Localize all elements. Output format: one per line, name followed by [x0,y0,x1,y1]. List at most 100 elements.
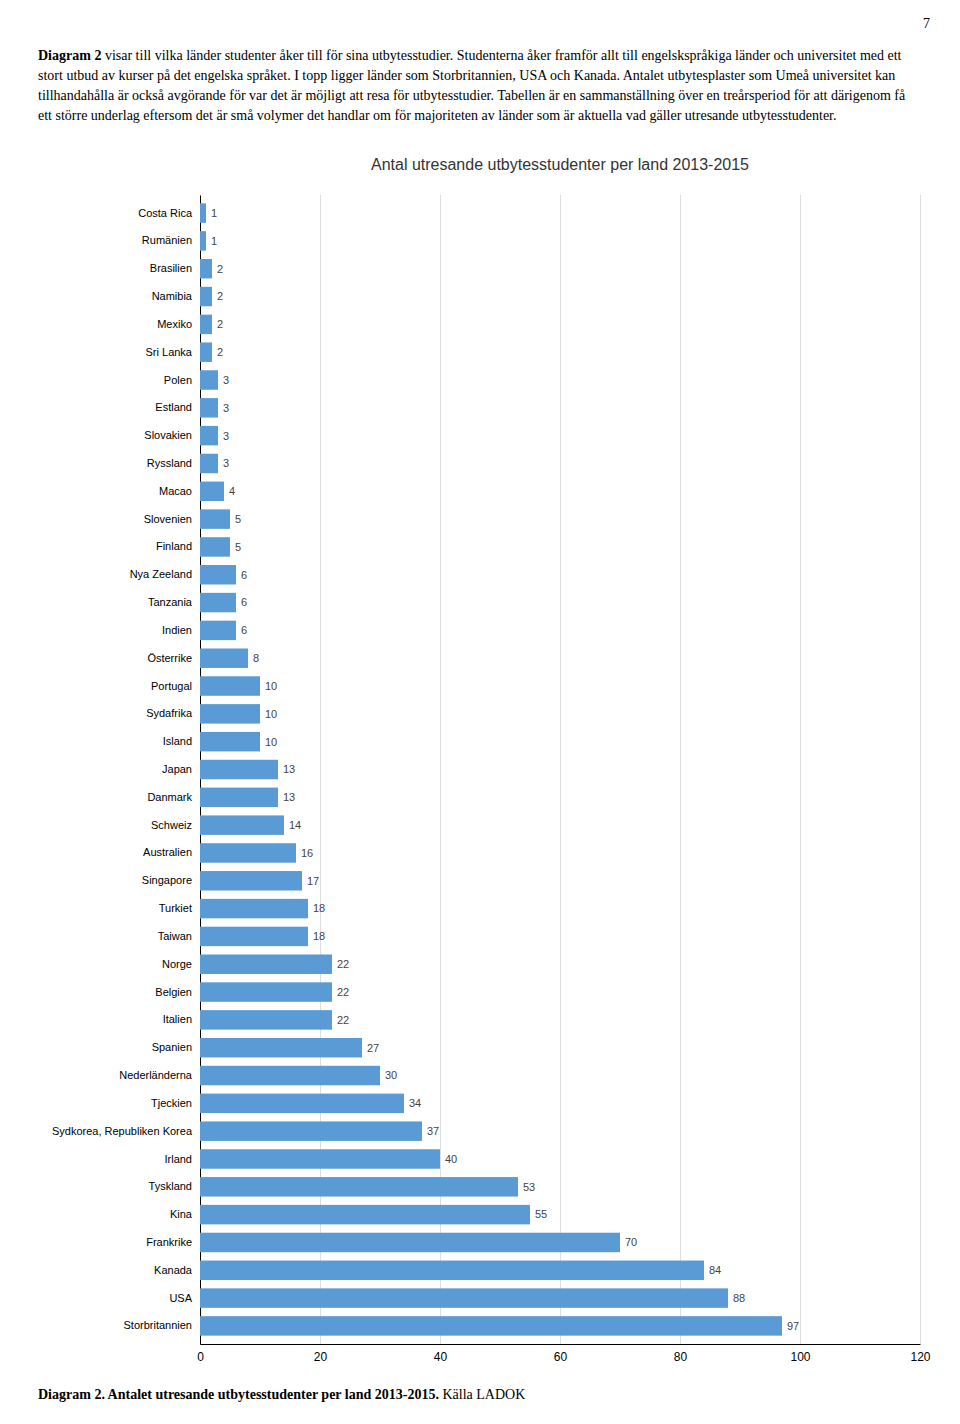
bar [200,231,206,250]
y-tick-label: Mexiko [157,318,192,330]
y-tick-label: Slovakien [144,429,192,441]
y-tick: Ryssland [147,457,200,469]
data-label: 2 [217,318,223,330]
data-label: 14 [289,819,301,831]
bar [200,537,230,556]
y-axis: Costa RicaRumänienBrasilienNamibiaMexiko… [52,196,201,1345]
y-tick-label: Estland [155,401,192,413]
bar [200,676,260,695]
bar [200,621,236,640]
bar [200,1121,422,1140]
bar [200,287,212,306]
y-tick: Costa Rica [138,207,200,219]
y-tick-label: Frankrike [146,1236,192,1248]
data-label: 2 [217,290,223,302]
data-label: 34 [409,1097,421,1109]
y-tick: Tyskland [149,1180,200,1192]
y-tick: Mexiko [157,318,200,330]
bar [200,648,248,667]
data-label: 8 [253,652,259,664]
bar [200,760,278,779]
bar [200,1261,704,1280]
y-tick-label: Macao [159,485,192,497]
y-tick: Nederländerna [119,1069,200,1081]
grid-line [440,195,441,1344]
y-tick-label: Spanien [152,1041,192,1053]
y-tick-label: Italien [163,1013,192,1025]
bar [200,509,230,528]
y-tick-label: Ryssland [147,457,192,469]
y-tick: Namibia [152,290,200,302]
data-label: 3 [223,430,229,442]
paragraph-line: ett större underlag eftersom det är små … [38,108,837,123]
y-tick-label: Taiwan [158,930,192,942]
x-tick-label: 120 [910,1350,930,1364]
y-tick-label: Sydkorea, Republiken Korea [52,1125,193,1137]
bar [200,315,212,334]
y-tick-label: Sydafrika [146,707,193,719]
bar [200,259,212,278]
plot: 020406080100120Costa RicaRumänienBrasili… [52,195,931,1364]
x-axis: 020406080100120 [197,195,931,1364]
y-tick: Island [163,735,200,747]
bar [200,426,218,445]
bar [200,1149,440,1168]
y-tick: Estland [155,401,200,413]
bar [200,1205,530,1224]
y-tick-label: Irland [164,1153,192,1165]
data-label: 13 [283,763,295,775]
y-tick: Polen [164,374,200,386]
y-tick: Slovenien [144,513,200,525]
data-label: 22 [337,958,349,970]
y-tick: Rumänien [142,234,200,246]
y-tick: Nya Zeeland [130,568,200,580]
y-tick-label: Finland [156,540,192,552]
bar [200,815,284,834]
bar [200,565,236,584]
bar [200,927,308,946]
bar [200,398,218,417]
bar [200,593,236,612]
y-tick-label: Turkiet [159,902,192,914]
grid-line [920,195,921,1344]
y-tick: Macao [159,485,200,497]
data-label: 10 [265,708,277,720]
y-tick: Kanada [154,1264,200,1276]
y-tick: Storbritannien [124,1319,201,1331]
bar [200,482,224,501]
y-tick-label: Australien [143,846,192,858]
y-tick: USA [169,1292,200,1304]
bar [200,370,218,389]
y-tick-label: Indien [162,624,192,636]
y-tick: Sri Lanka [146,346,200,358]
y-tick: Tjeckien [151,1097,200,1109]
paragraph-text: ett större underlag eftersom det är små … [38,108,837,123]
y-tick-label: Japan [162,763,192,775]
paragraph-text: tillhandahålla är också avgörande för va… [38,88,906,103]
data-label: 27 [367,1042,379,1054]
y-tick-label: Nederländerna [119,1069,193,1081]
paragraph-lead: Diagram 2 [38,48,101,63]
data-label: 16 [301,847,313,859]
paragraph-text: stort utbud av kurser på det engelska sp… [38,68,895,83]
y-tick: Taiwan [158,930,200,942]
y-tick-label: Polen [164,374,192,386]
bar [200,871,302,890]
x-tick-label: 20 [314,1350,328,1364]
y-tick: Turkiet [159,902,200,914]
y-tick: Danmark [147,791,200,803]
data-label: 97 [787,1320,799,1332]
bar [200,1316,782,1335]
y-tick: Kina [170,1208,200,1220]
y-tick: Belgien [155,986,200,998]
y-tick: Spanien [152,1041,200,1053]
y-tick: Tanzania [148,596,200,608]
y-tick-label: Sri Lanka [146,346,193,358]
data-label: 22 [337,1014,349,1026]
data-label: 40 [445,1153,457,1165]
y-tick: Sydkorea, Republiken Korea [52,1125,200,1137]
grid-line [320,195,321,1344]
y-tick-label: Norge [162,958,192,970]
y-tick: Japan [162,763,200,775]
y-tick-label: Slovenien [144,513,192,525]
